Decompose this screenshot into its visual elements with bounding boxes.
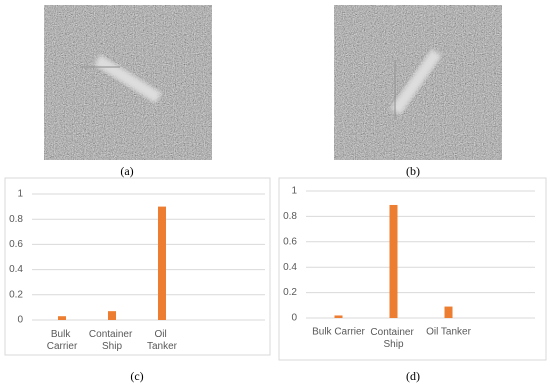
bar xyxy=(334,315,343,318)
x-tick-label: Bulk Carrier xyxy=(47,329,78,352)
y-tick-label: 0 xyxy=(17,315,23,326)
bar xyxy=(158,206,166,320)
x-tick-label: Oil Tanker xyxy=(426,327,472,338)
bar xyxy=(444,306,453,318)
chart-frame xyxy=(278,177,547,361)
bar xyxy=(108,311,116,320)
x-tick-label: Container Ship xyxy=(370,327,416,350)
y-tick-label: 0 xyxy=(291,313,297,324)
caption: (a) xyxy=(120,164,133,178)
chart-frame xyxy=(4,177,271,356)
bar xyxy=(58,316,66,320)
x-tick-label: Oil Tanker xyxy=(147,329,178,352)
y-tick-label: 0.8 xyxy=(283,211,297,222)
caption: (c) xyxy=(130,369,143,383)
sar-image-b xyxy=(334,5,502,160)
y-tick-label: 0.6 xyxy=(9,239,23,250)
y-tick-label: 0.8 xyxy=(9,214,23,225)
y-tick-label: 1 xyxy=(291,186,297,197)
caption: (b) xyxy=(406,164,420,178)
y-tick-label: 1 xyxy=(17,189,23,200)
sar-image-a xyxy=(44,5,212,160)
caption: (d) xyxy=(406,369,420,383)
y-tick-label: 0.4 xyxy=(9,264,23,275)
y-tick-label: 0.2 xyxy=(283,287,297,298)
y-tick-label: 0.4 xyxy=(283,262,297,273)
y-tick-label: 0.2 xyxy=(9,289,23,300)
bar xyxy=(389,204,398,318)
x-tick-label: Bulk Carrier xyxy=(312,327,365,338)
y-tick-label: 0.6 xyxy=(283,236,297,247)
x-tick-label: Container Ship xyxy=(89,329,135,352)
